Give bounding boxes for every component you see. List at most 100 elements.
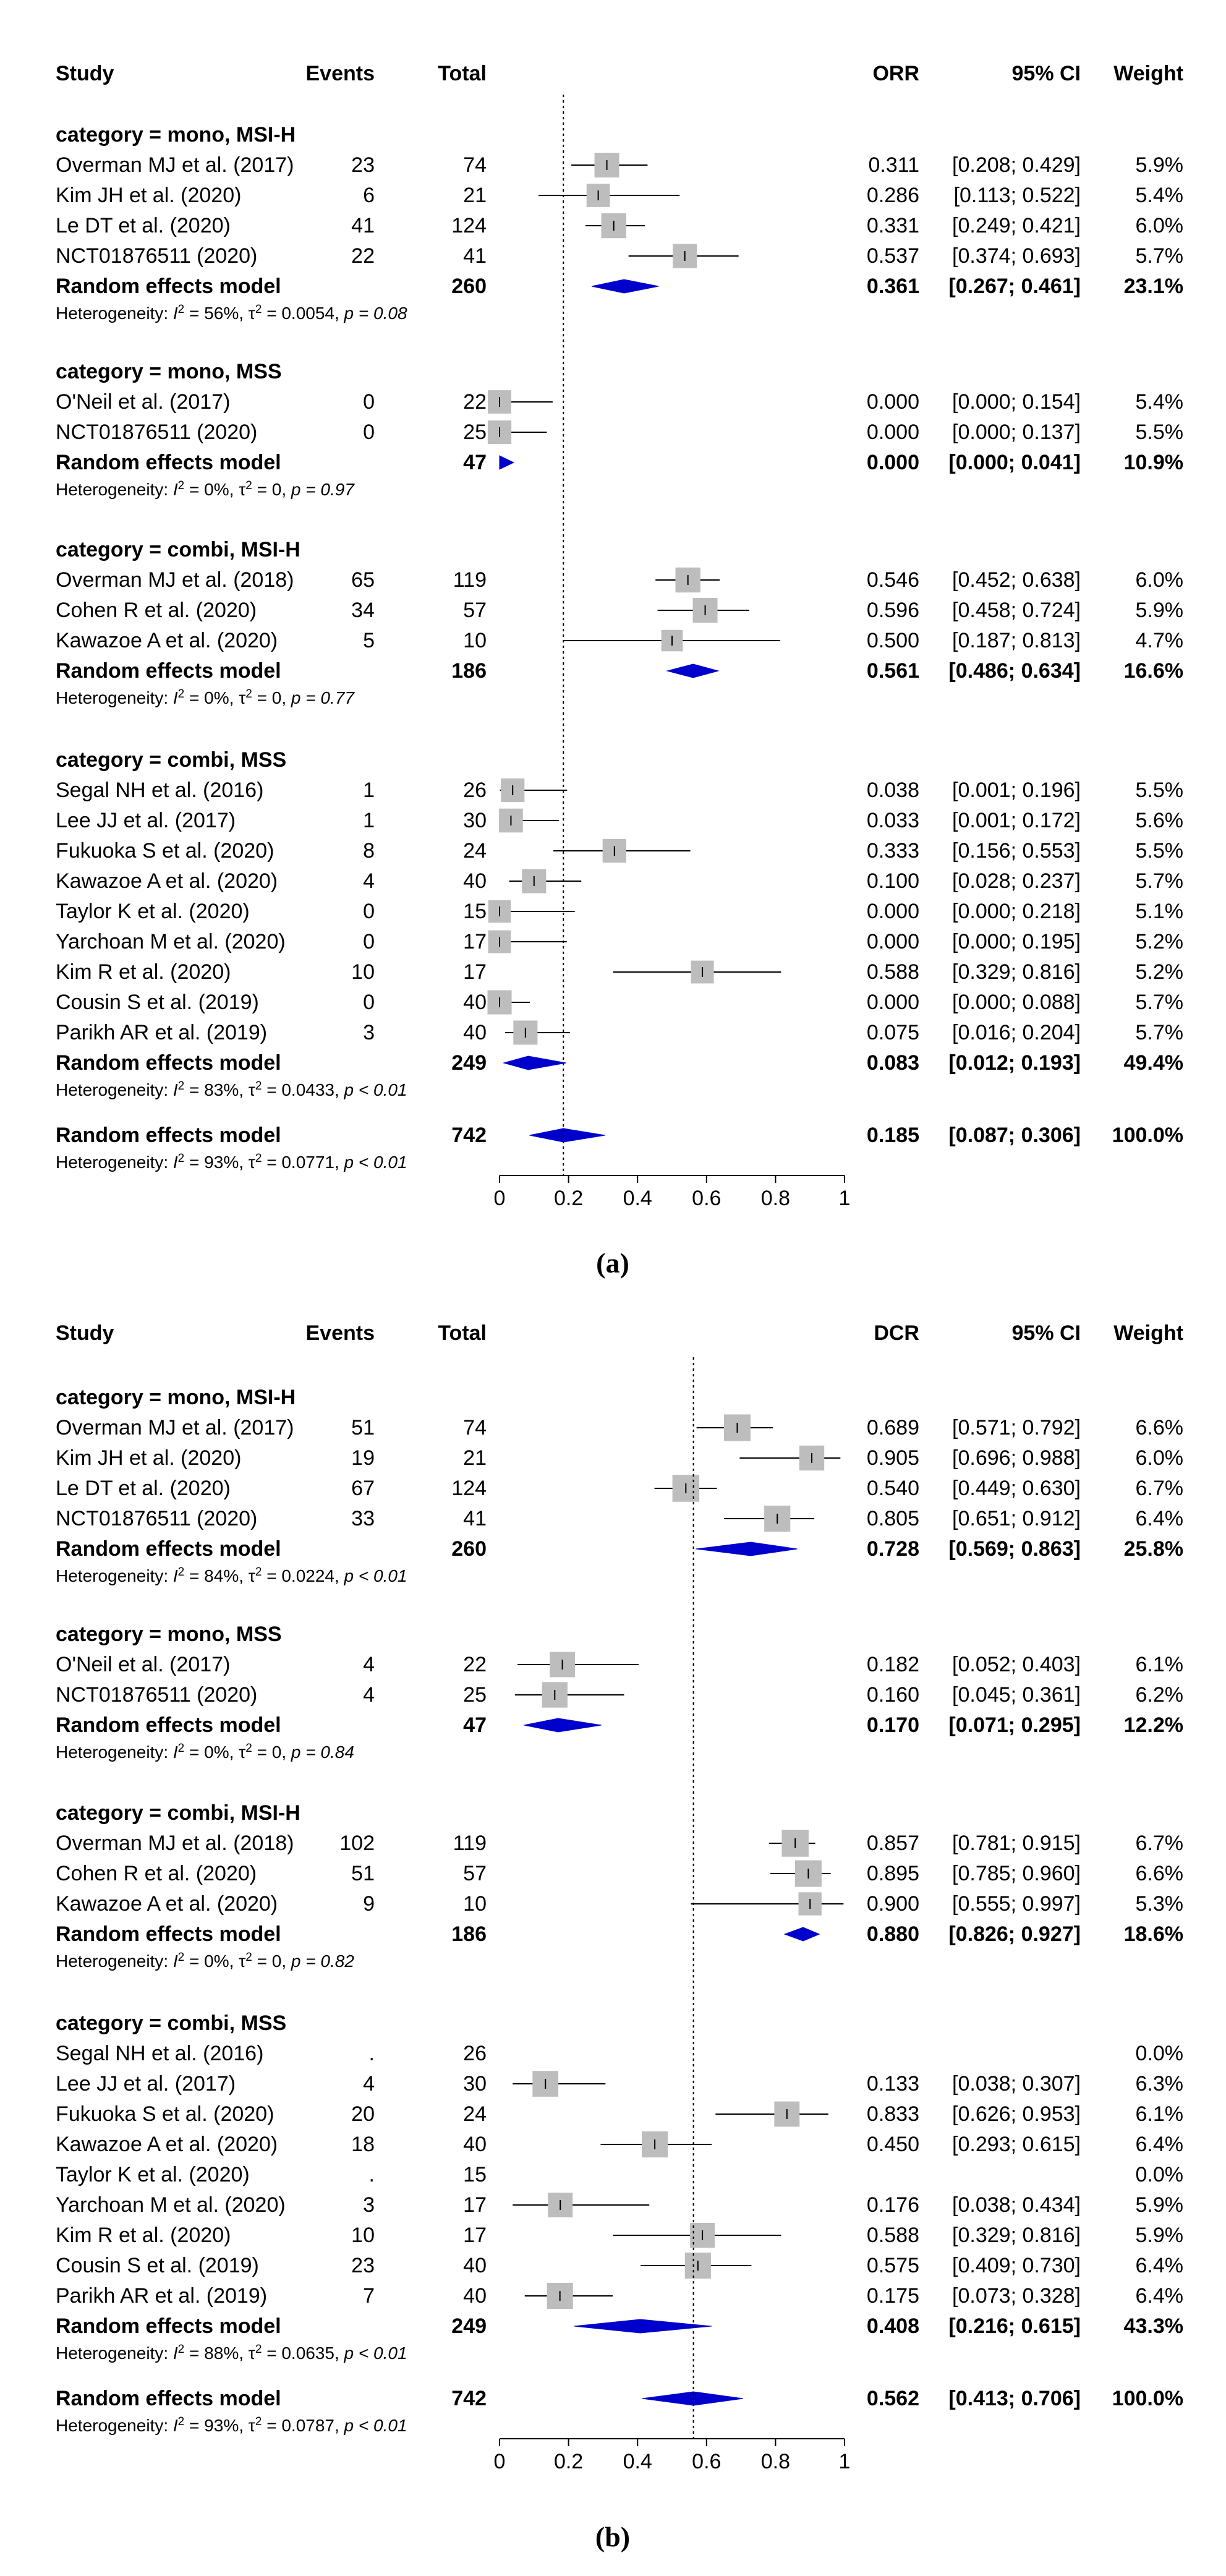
study-weight: 6.7%	[1136, 1477, 1184, 1500]
study-events: 3	[363, 1021, 375, 1044]
study-weight: 6.4%	[1136, 1507, 1184, 1530]
heterogeneity-label: ,	[334, 2416, 344, 2435]
study-estimate: 0.575	[867, 2254, 919, 2277]
panel-b-overall-weight: 100.0%	[1112, 2387, 1183, 2410]
study-label: NCT01876511 (2020)	[56, 1683, 257, 1707]
heterogeneity-value: 0%	[204, 1951, 229, 1971]
heterogeneity-value: p < 0.01	[344, 1080, 407, 1099]
study-total: 17	[463, 960, 487, 984]
study-ci: [0.113; 0.522]	[954, 184, 1081, 207]
study-estimate: 0.895	[867, 1862, 919, 1885]
panel-a-group-2-summary-ci: [0.000; 0.041]	[948, 451, 1081, 474]
panel-b-group-2-summary-diamond	[524, 1718, 602, 1733]
panel-a-group-1-summary-diamond	[591, 279, 659, 294]
study-total: 15	[463, 2163, 487, 2186]
heterogeneity-value: 0.0433	[281, 1080, 334, 1099]
panel-b-group-3-summary-diamond	[783, 1927, 820, 1942]
heterogeneity-label: Heterogeneity:	[56, 1951, 173, 1971]
heterogeneity-label: 2	[245, 1951, 252, 1964]
heterogeneity-value: p < 0.01	[344, 1153, 407, 1172]
study-label: NCT01876511 (2020)	[56, 244, 257, 268]
study-weight: 6.3%	[1136, 2072, 1184, 2096]
study-total: 24	[463, 839, 487, 863]
heterogeneity-label: =	[262, 2344, 281, 2363]
panel-b-overall-diamond	[642, 2391, 744, 2406]
panel-b-group-4-summary-label: Random effects model	[56, 2314, 281, 2338]
panel-b-overall-total: 742	[451, 2387, 487, 2410]
panel-b-header-study: Study	[56, 1321, 114, 1345]
heterogeneity-label: =	[184, 304, 204, 323]
study-estimate: 0.450	[867, 2133, 919, 2156]
study-events: 102	[339, 1832, 375, 1855]
panel-a-group-3-summary-label: Random effects model	[56, 659, 281, 683]
heterogeneity-label: ,	[334, 1566, 344, 1585]
study-ci: [0.571; 0.792]	[952, 1416, 1081, 1439]
heterogeneity-label: , τ	[239, 1080, 255, 1099]
panel-a-group-1-summary-label: Random effects model	[56, 275, 281, 298]
panel-b-group-1-summary-total: 260	[451, 1537, 487, 1561]
heterogeneity-label: =	[184, 2344, 204, 2363]
study-weight: 5.5%	[1136, 839, 1184, 863]
heterogeneity-label: I	[173, 2344, 178, 2363]
study-events: 1	[363, 809, 375, 832]
heterogeneity-label: ,	[281, 1951, 291, 1971]
heterogeneity-label: 2	[178, 303, 185, 316]
study-label: Cousin S et al. (2019)	[56, 991, 259, 1014]
x-tick-label: 0.6	[692, 1187, 721, 1210]
study-ci: [0.000; 0.195]	[952, 930, 1081, 953]
heterogeneity-value: p < 0.01	[344, 1566, 407, 1585]
heterogeneity-label: ,	[334, 1080, 344, 1099]
panel-b-group-3-summary-weight: 18.6%	[1124, 1922, 1183, 1946]
study-label: Kim R et al. (2020)	[56, 2224, 231, 2247]
study-events: 23	[351, 2254, 375, 2277]
heterogeneity-value: p = 0.77	[291, 688, 355, 707]
panel-a-header-total: Total	[438, 62, 487, 85]
study-weight: 5.1%	[1136, 900, 1184, 923]
study-weight: 5.9%	[1136, 2224, 1184, 2247]
study-ci: [0.073; 0.328]	[952, 2284, 1081, 2308]
study-events: 4	[363, 2072, 375, 2096]
heterogeneity-label: =	[252, 480, 272, 499]
study-events: 0	[363, 420, 375, 444]
heterogeneity-label: I	[173, 688, 178, 707]
study-label: Overman MJ et al. (2018)	[56, 568, 294, 592]
study-weight: 5.9%	[1136, 2193, 1184, 2217]
heterogeneity-label: =	[262, 1566, 281, 1585]
heterogeneity-label: 2	[255, 303, 262, 316]
heterogeneity-label: Heterogeneity:	[56, 1566, 173, 1585]
study-ci: [0.000; 0.088]	[952, 991, 1081, 1014]
study-total: 24	[463, 2102, 487, 2126]
heterogeneity-label: , τ	[229, 480, 246, 499]
study-weight: 5.5%	[1136, 778, 1184, 802]
heterogeneity-label: , τ	[239, 2416, 255, 2435]
study-events: 4	[363, 1653, 375, 1676]
study-events: 0	[363, 991, 375, 1014]
heterogeneity-label: , τ	[229, 688, 246, 707]
study-estimate: 0.689	[867, 1416, 919, 1439]
study-label: Fukuoka S et al. (2020)	[56, 2102, 274, 2126]
study-estimate: 0.160	[867, 1683, 919, 1707]
study-estimate: 0.176	[867, 2193, 919, 2217]
panel-b-group-4-heterogeneity-text: Heterogeneity: I2 = 88%, τ2 = 0.0635, p …	[56, 2343, 407, 2363]
heterogeneity-label: =	[184, 1080, 204, 1099]
panel-a-group-2-summary-diamond	[499, 455, 515, 470]
panel-b-group-4-summary-total: 249	[451, 2314, 487, 2338]
study-ci: [0.785; 0.960]	[952, 1862, 1081, 1885]
study-events: 3	[363, 2193, 375, 2217]
study-estimate: 0.540	[867, 1477, 919, 1500]
study-label: Overman MJ et al. (2017)	[56, 153, 294, 177]
study-estimate: 0.805	[867, 1507, 919, 1530]
study-events: 65	[351, 568, 375, 592]
heterogeneity-value: p < 0.01	[344, 2416, 407, 2435]
panel-b-group-4-title: category = combi, MSS	[56, 2011, 286, 2035]
heterogeneity-label: 2	[178, 1080, 185, 1093]
study-total: 10	[463, 629, 487, 652]
study-ci: [0.038; 0.434]	[952, 2193, 1081, 2217]
panel-b-group-4-summary-estimate: 0.408	[867, 2314, 919, 2338]
heterogeneity-label: =	[262, 2416, 281, 2435]
heterogeneity-label: ,	[334, 2344, 344, 2363]
heterogeneity-label: 2	[178, 1951, 185, 1964]
study-estimate: 0.100	[867, 869, 919, 893]
heterogeneity-label: Heterogeneity:	[56, 1153, 173, 1172]
